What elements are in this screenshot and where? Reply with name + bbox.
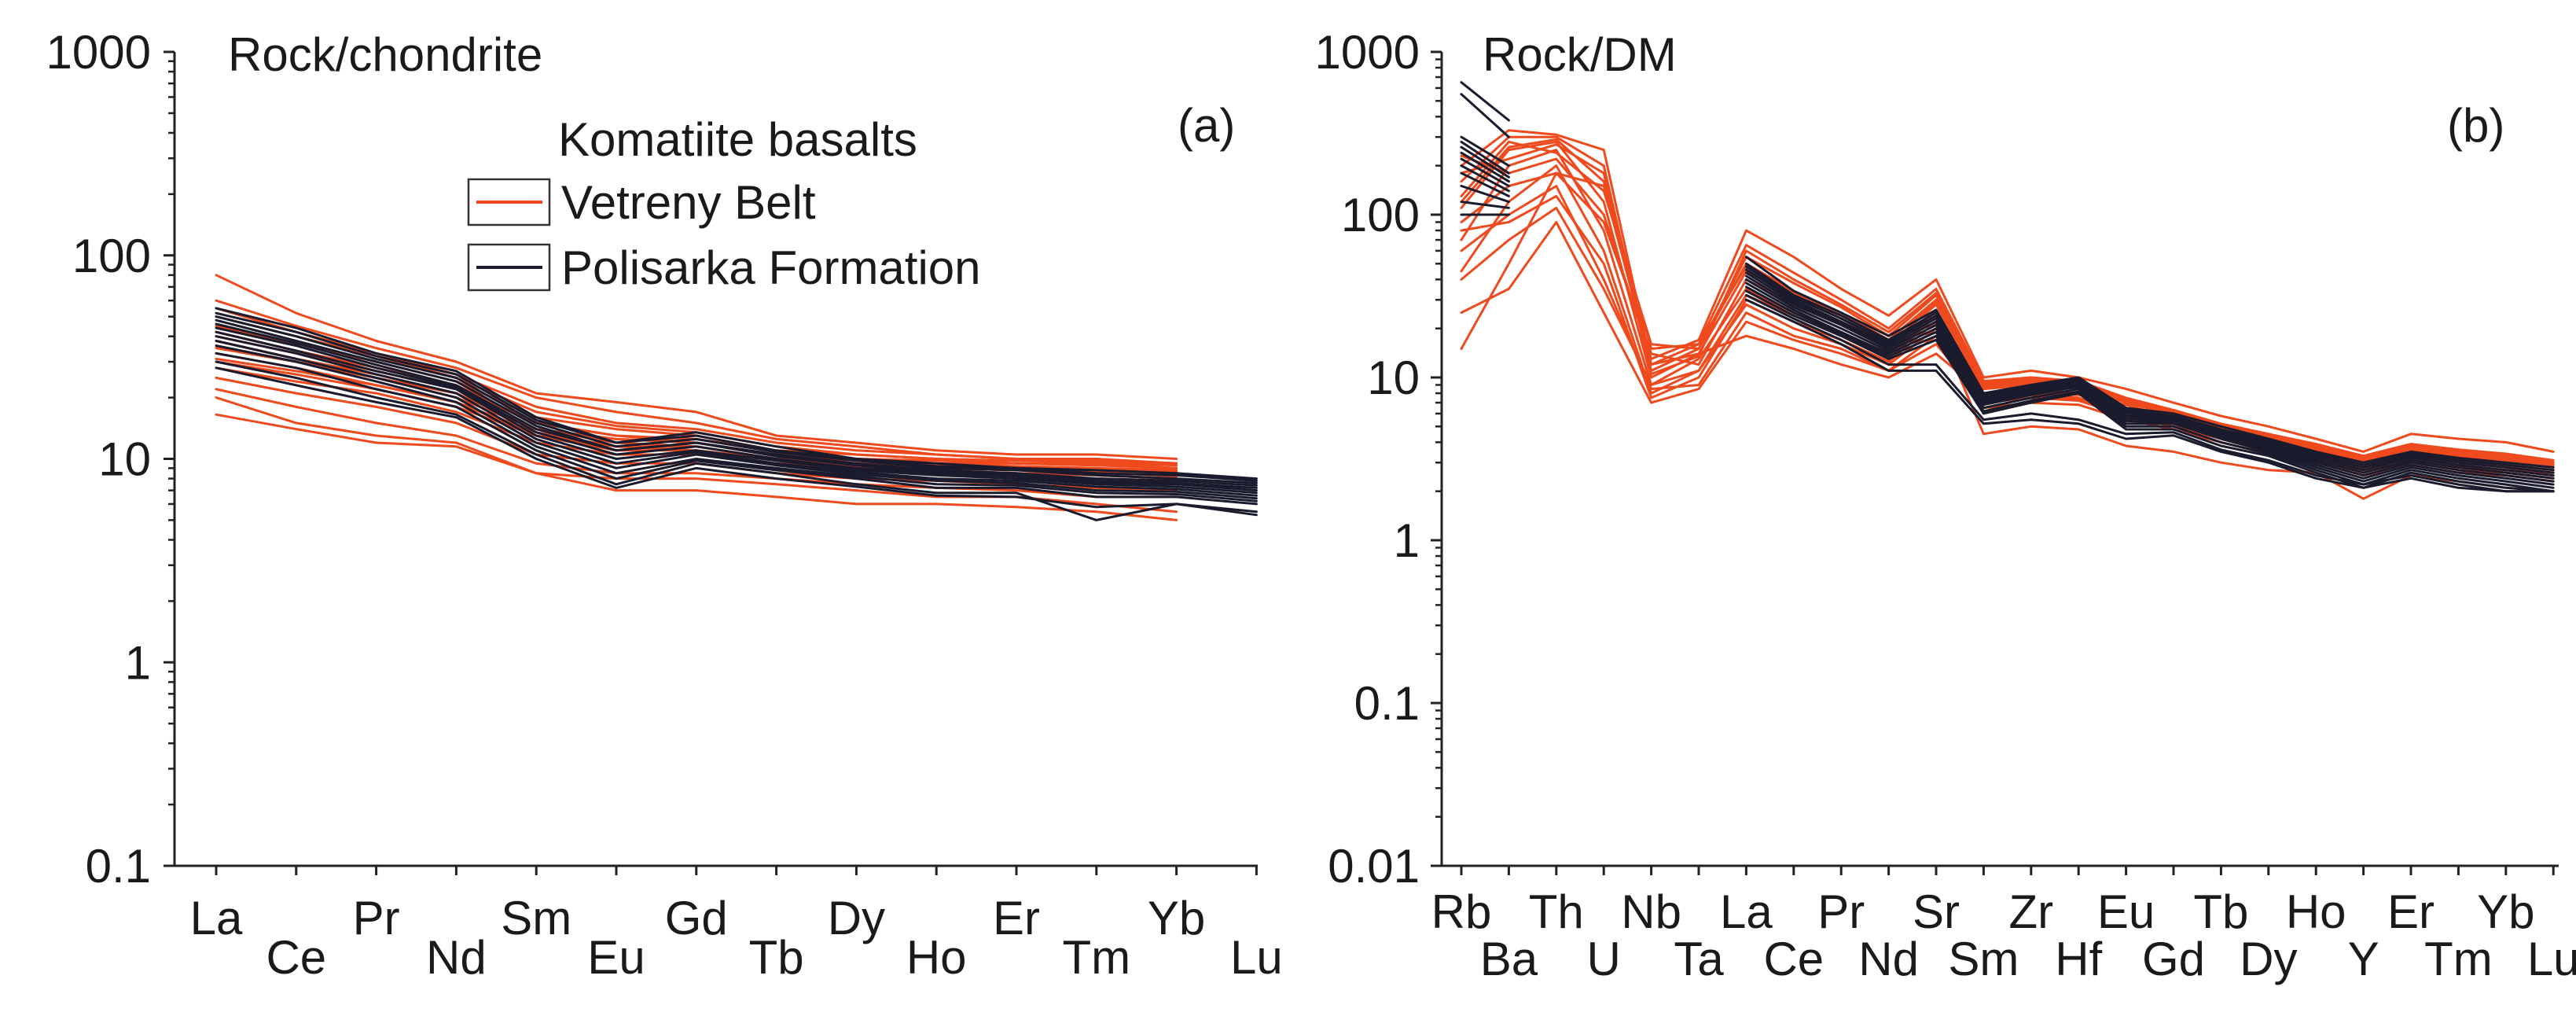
x-tick-label-u: U <box>1587 933 1621 985</box>
series-line-polisarka-23 <box>1460 201 2555 493</box>
x-tick-label-ce: Ce <box>266 931 326 984</box>
y-tick-label: 0.1 <box>86 840 151 893</box>
x-tick-label-gd: Gd <box>2142 933 2205 985</box>
legend-label-polisarka: Polisarka Formation <box>561 241 981 294</box>
x-tick-label-la: La <box>1720 885 1773 938</box>
series-line-polisarka-22 <box>215 322 1258 489</box>
x-tick-label-sr: Sr <box>1913 885 1960 938</box>
panel-b-letter: (b) <box>2447 99 2504 152</box>
axes-a: 0.1 1 10 100 1000 La Ce Pr Nd Sm Eu Gd Tb Dy Ho Er Tm Yb L… <box>46 26 1283 984</box>
x-tick-label-ce: Ce <box>1763 933 1824 985</box>
series-line-polisarka-27 <box>215 344 1258 502</box>
x-tick-label-lu: Lu <box>2527 933 2576 985</box>
y-tick-label: 1000 <box>1315 26 1420 79</box>
series-line-polisarka-19 <box>215 311 1258 482</box>
legend-label-vetreny: Vetreny Belt <box>561 176 816 229</box>
series-line-polisarka-30 <box>215 366 1258 517</box>
x-tick-label-ba: Ba <box>1480 933 1538 985</box>
series-line-vetreny-11 <box>1460 143 2555 464</box>
series-line-polisarka-20 <box>1460 164 2555 483</box>
series-line-polisarka-15 <box>1460 135 2555 469</box>
x-tick-label-ho: Ho <box>906 931 967 984</box>
y-tick-label: 1 <box>1394 514 1420 567</box>
y-tick-label: 100 <box>72 230 151 282</box>
x-tick-label-dy: Dy <box>828 892 885 944</box>
series-line-polisarka-23 <box>215 326 1258 492</box>
x-tick-label-hf: Hf <box>2055 933 2102 985</box>
x-tick-label-er: Er <box>993 892 1040 944</box>
x-tick-label-sm: Sm <box>1948 933 2019 985</box>
series-line-vetreny-0 <box>215 274 1178 460</box>
x-tick-label-rb: Rb <box>1431 885 1492 938</box>
x-tick-label-eu: Eu <box>2097 885 2155 938</box>
legend: Komatiite basalts Vetreny Belt Polisarka… <box>467 113 981 294</box>
x-tick-label-tb: Tb <box>749 931 804 984</box>
series-line-polisarka-24 <box>1460 213 2555 493</box>
x-tick-label-er: Er <box>2387 885 2435 938</box>
y-tick-label: 100 <box>1341 189 1420 241</box>
x-tick-label-gd: Gd <box>665 892 728 944</box>
x-tick-label-nd: Nd <box>426 931 487 984</box>
x-tick-label-pr: Pr <box>1817 885 1865 938</box>
x-tick-label-nd: Nd <box>1858 933 1919 985</box>
series-line-polisarka-17 <box>1460 145 2555 474</box>
series-line-polisarka-22 <box>1460 185 2555 489</box>
series-line-polisarka-25 <box>1460 81 2555 493</box>
series-line-polisarka-28 <box>215 352 1258 506</box>
series-line-polisarka-26 <box>1460 93 2555 493</box>
x-tick-label-tm: Tm <box>2424 933 2493 985</box>
x-tick-label-th: Th <box>1529 885 1584 938</box>
chart-panel-b: 0.01 0.1 1 10 100 1000 RbBaThUNbTaLaCePrNdSrSm… <box>1315 26 2576 985</box>
x-tick-label-zr: Zr <box>2008 885 2053 938</box>
legend-swatch-box-polisarka <box>467 243 551 292</box>
series-line-polisarka-25 <box>215 335 1258 497</box>
x-tick-label-la: La <box>190 892 243 944</box>
y-tick-label: 10 <box>98 433 151 486</box>
x-tick-label-sm: Sm <box>501 892 571 944</box>
series-line-polisarka-19 <box>1460 157 2555 480</box>
x-tick-label-ta: Ta <box>1674 933 1724 985</box>
series-line-polisarka-24 <box>215 330 1258 495</box>
y-tick-label: 1000 <box>46 26 151 79</box>
series-line-polisarka-20 <box>215 315 1258 484</box>
y-tick-label: 0.1 <box>1354 677 1420 730</box>
x-tick-label-y: Y <box>2348 933 2379 985</box>
series-line-vetreny-13 <box>215 388 1178 499</box>
y-tick-label: 10 <box>1367 352 1420 404</box>
x-tick-label-ho: Ho <box>2286 885 2346 938</box>
y-tick-label: 1 <box>125 636 151 689</box>
x-tick-label-tb: Tb <box>2193 885 2248 938</box>
panel-a-title: Rock/chondrite <box>228 28 542 81</box>
panel-a-letter: (a) <box>1178 99 1235 152</box>
x-tick-label-dy: Dy <box>2240 933 2297 985</box>
x-tick-label-eu: Eu <box>587 931 645 984</box>
x-tick-label-yb: Yb <box>2477 885 2534 938</box>
x-tick-label-yb: Yb <box>1148 892 1205 944</box>
x-tick-label-pr: Pr <box>353 892 400 944</box>
series-line-polisarka-18 <box>1460 151 2555 477</box>
series-lines-b <box>1460 81 2555 500</box>
x-tick-label-nb: Nb <box>1621 885 1681 938</box>
series-line-polisarka-18 <box>215 307 1258 480</box>
series-line-polisarka-29 <box>215 360 1258 521</box>
series-line-polisarka-26 <box>215 340 1258 500</box>
x-tick-label-lu: Lu <box>1230 931 1283 984</box>
legend-title: Komatiite basalts <box>558 113 917 166</box>
chart-panel-a: 0.1 1 10 100 1000 La Ce Pr Nd Sm Eu Gd Tb Dy Ho Er Tm Yb L… <box>46 26 1283 984</box>
y-tick-label: 0.01 <box>1328 840 1420 893</box>
panel-b-title: Rock/DM <box>1483 28 1677 81</box>
series-line-vetreny-15 <box>215 413 1178 521</box>
series-line-polisarka-21 <box>1460 171 2555 486</box>
axes-b: 0.01 0.1 1 10 100 1000 RbBaThUNbTaLaCePrNdSrSm… <box>1315 26 2576 985</box>
legend-swatch-box-vetreny <box>467 178 551 226</box>
x-tick-label-tm: Tm <box>1062 931 1130 984</box>
series-line-vetreny-12 <box>1460 194 2555 500</box>
series-lines-a <box>215 274 1258 521</box>
